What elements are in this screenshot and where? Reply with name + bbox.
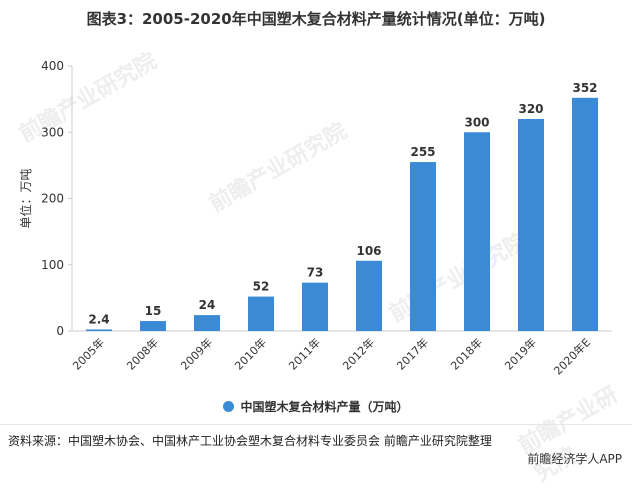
x-tick-label: 2012年 [340, 335, 377, 372]
bar [86, 329, 112, 331]
y-tick-label: 0 [56, 324, 64, 338]
data-label: 106 [356, 244, 381, 258]
y-axis-label: 单位：万吨 [18, 168, 33, 228]
data-label: 73 [307, 266, 324, 280]
y-tick-label: 100 [41, 258, 64, 272]
bar [248, 296, 274, 331]
legend-marker [223, 401, 235, 412]
y-tick-label: 200 [41, 192, 64, 206]
bar [356, 260, 382, 331]
data-label: 320 [518, 102, 543, 116]
x-tick-label: 2011年 [286, 335, 323, 372]
x-tick-label: 2018年 [448, 335, 485, 372]
x-tick-label: 2017年 [394, 335, 431, 372]
brand-label: 前瞻经济学人APP [527, 452, 622, 466]
x-tick-label: 2020年E [551, 335, 593, 377]
y-tick-label: 300 [41, 125, 64, 139]
x-tick-label: 2008年 [124, 335, 161, 372]
x-tick-label: 2009年 [178, 335, 215, 372]
bar [140, 321, 166, 331]
data-label: 24 [199, 298, 216, 312]
legend-label: 中国塑木复合材料产量（万吨） [240, 400, 409, 414]
y-tick-label: 400 [41, 59, 64, 73]
bar-chart: 0 100 200 300 400 单位：万吨 2.4 2005年 15 2008年 24 2009年… [18, 59, 612, 378]
data-label: 15 [145, 304, 162, 318]
bar [194, 315, 220, 331]
bar [572, 97, 598, 331]
data-label: 255 [410, 145, 435, 159]
x-tick-label: 2010年 [232, 335, 269, 372]
bar [302, 282, 328, 331]
data-label: 2.4 [88, 312, 109, 326]
x-tick-label: 2005年 [70, 335, 107, 372]
data-label: 352 [572, 81, 597, 95]
data-label: 300 [464, 115, 489, 129]
source-note: 资料来源：中国塑木协会、中国林产工业协会塑木复合材料专业委员会 前瞻产业研究院整… [8, 434, 492, 448]
x-tick-label: 2019年 [502, 335, 539, 372]
divider [0, 424, 632, 425]
legend: 中国塑木复合材料产量（万吨） [0, 398, 632, 415]
bar [464, 132, 490, 331]
chart-title: 图表3：2005-2020年中国塑木复合材料产量统计情况(单位：万吨) [86, 10, 546, 28]
bar [410, 162, 436, 331]
bar [518, 119, 544, 331]
data-label: 52 [253, 280, 270, 294]
